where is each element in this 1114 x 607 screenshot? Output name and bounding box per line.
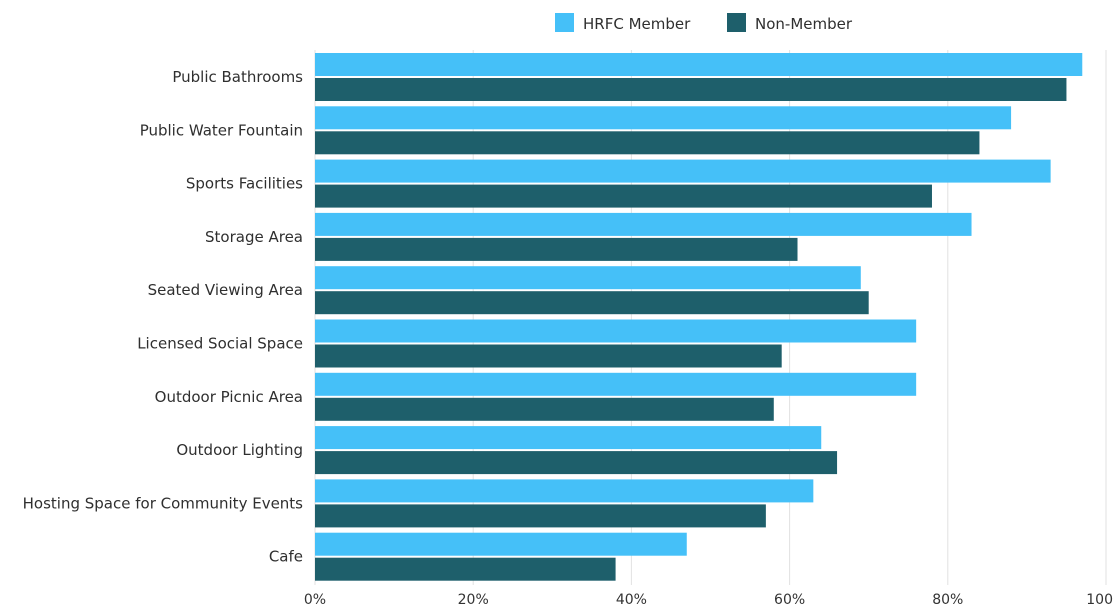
bar-non-member-seated-viewing-area [315,291,869,315]
legend-label-non-member: Non-Member [755,15,853,33]
bar-non-member-outdoor-picnic-area [315,397,774,421]
bar-hrfc-member-hosting-space-for-community-events [315,479,814,503]
bar-hrfc-member-storage-area [315,212,972,236]
category-label-public-water-fountain: Public Water Fountain [140,121,303,139]
bar-hrfc-member-public-water-fountain [315,106,1012,130]
category-label-outdoor-lighting: Outdoor Lighting [176,441,303,459]
bar-hrfc-member-licensed-social-space [315,319,917,343]
bar-non-member-sports-facilities [315,184,932,208]
category-label-storage-area: Storage Area [205,228,303,246]
bar-hrfc-member-outdoor-lighting [315,426,822,450]
bar-hrfc-member-outdoor-picnic-area [315,372,917,396]
bar-non-member-storage-area [315,237,798,261]
bar-hrfc-member-sports-facilities [315,159,1051,183]
bar-non-member-licensed-social-space [315,344,782,368]
x-tick-label-100: 100 [1086,592,1113,607]
x-axis-ticks: 0% 20% 40% 60% 80% 100 [304,592,1113,607]
x-tick-label-0: 0% [304,592,326,607]
bar-hrfc-member-cafe [315,532,687,556]
bar-non-member-outdoor-lighting [315,451,838,475]
x-tick-label-80: 80% [932,592,963,607]
x-tick-label-20: 20% [458,592,489,607]
legend-swatch-hrfc-member [555,13,574,32]
bar-non-member-public-water-fountain [315,131,980,155]
category-label-licensed-social-space: Licensed Social Space [137,335,303,353]
category-label-seated-viewing-area: Seated Viewing Area [148,281,303,299]
bar-non-member-cafe [315,557,616,581]
category-label-hosting-space-for-community-events: Hosting Space for Community Events [23,494,304,512]
category-label-public-bathrooms: Public Bathrooms [172,68,303,86]
legend-label-hrfc-member: HRFC Member [583,15,691,33]
bar-hrfc-member-public-bathrooms [315,53,1083,76]
category-label-outdoor-picnic-area: Outdoor Picnic Area [155,388,303,406]
bars [315,53,1083,581]
category-label-sports-facilities: Sports Facilities [186,175,303,193]
bar-non-member-public-bathrooms [315,78,1067,101]
legend: HRFC Member Non-Member [555,13,853,33]
category-labels: Public Bathrooms Public Water Fountain Spo… [23,68,304,566]
x-tick-label-60: 60% [774,592,805,607]
bar-non-member-hosting-space-for-community-events [315,504,766,528]
legend-swatch-non-member [727,13,746,32]
x-tick-label-40: 40% [616,592,647,607]
category-label-cafe: Cafe [269,548,303,566]
bar-hrfc-member-seated-viewing-area [315,266,861,290]
